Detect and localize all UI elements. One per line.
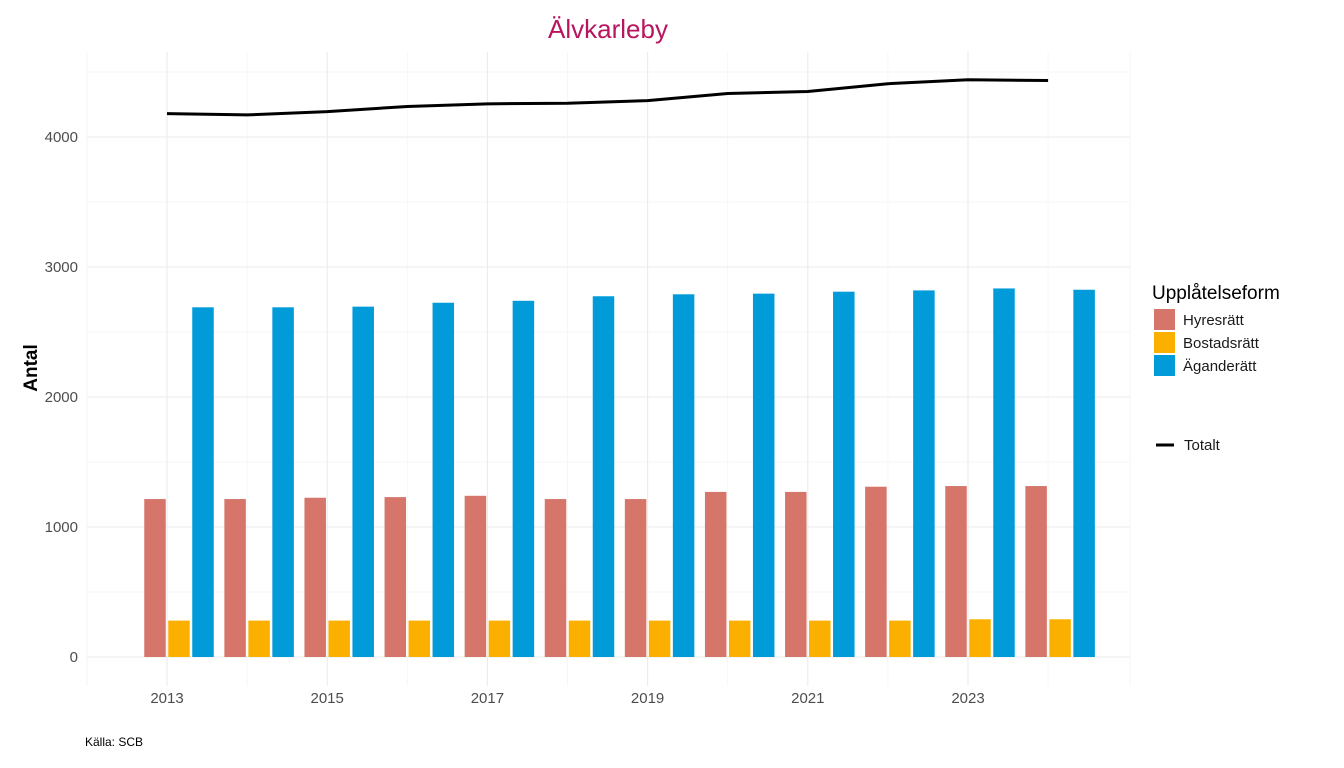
bar-bostadsrtt-2018 — [568, 620, 591, 657]
bar-gandertt-2014 — [272, 307, 294, 657]
legend-items: Hyresrätt Bostadsrätt Äganderätt — [1154, 309, 1260, 376]
legend-label: Hyresrätt — [1183, 312, 1245, 329]
legend-label: Äganderätt — [1183, 358, 1257, 375]
y-tick-label: 1000 — [45, 519, 78, 536]
bar-hyresrtt-2020 — [704, 491, 727, 657]
bar-bostadsrtt-2017 — [488, 620, 511, 657]
y-tick-label: 2000 — [45, 389, 78, 406]
bars — [144, 288, 1095, 657]
legend-swatch — [1154, 309, 1175, 330]
bar-bostadsrtt-2014 — [248, 620, 270, 657]
y-tick-label: 3000 — [45, 259, 78, 276]
y-tick-label: 0 — [70, 649, 78, 666]
bar-bostadsrtt-2022 — [889, 620, 911, 657]
bar-gandertt-2017 — [512, 300, 535, 657]
x-tick-label: 2015 — [311, 690, 344, 707]
chart-title: Älvkarleby — [548, 14, 668, 44]
x-axis-ticks: 2013 2015 2017 2019 2021 2023 — [150, 690, 984, 707]
bar-hyresrtt-2015 — [304, 497, 326, 657]
bar-gandertt-2024 — [1073, 289, 1095, 657]
x-tick-label: 2017 — [471, 690, 504, 707]
bar-hyresrtt-2016 — [384, 497, 407, 657]
bar-bostadsrtt-2020 — [728, 620, 751, 657]
bar-gandertt-2022 — [913, 290, 935, 657]
legend-line-label: Totalt — [1184, 437, 1221, 454]
legend-label: Bostadsrätt — [1183, 335, 1260, 352]
bar-gandertt-2015 — [352, 306, 374, 657]
bar-bostadsrtt-2016 — [408, 620, 431, 657]
y-axis-label: Antal — [21, 344, 42, 392]
bar-hyresrtt-2019 — [624, 499, 647, 657]
bar-bostadsrtt-2013 — [168, 620, 190, 657]
bar-hyresrtt-2017 — [464, 495, 487, 657]
legend: Upplåtelseform Hyresrätt Bostadsrätt Ägand… — [1152, 283, 1280, 454]
bar-hyresrtt-2024 — [1025, 486, 1047, 657]
bar-hyresrtt-2021 — [785, 491, 807, 657]
legend-title: Upplåtelseform — [1152, 283, 1280, 304]
y-tick-label: 4000 — [45, 129, 78, 146]
total-line — [166, 78, 1049, 117]
bar-hyresrtt-2018 — [544, 499, 567, 657]
bar-bostadsrtt-2023 — [969, 619, 991, 657]
x-tick-label: 2019 — [631, 690, 664, 707]
y-axis-ticks: 0 1000 2000 3000 4000 — [45, 129, 78, 666]
x-tick-label: 2013 — [150, 690, 183, 707]
x-tick-label: 2023 — [951, 690, 984, 707]
bar-hyresrtt-2023 — [945, 486, 967, 657]
legend-swatch — [1154, 355, 1175, 376]
caption: Källa: SCB — [85, 735, 143, 749]
bar-gandertt-2020 — [752, 293, 775, 657]
bar-gandertt-2021 — [833, 291, 855, 657]
bar-hyresrtt-2022 — [865, 486, 887, 657]
bar-gandertt-2013 — [192, 307, 214, 657]
bar-bostadsrtt-2015 — [328, 620, 350, 657]
bar-bostadsrtt-2024 — [1049, 619, 1071, 657]
bar-bostadsrtt-2021 — [809, 620, 831, 657]
bar-hyresrtt-2013 — [144, 499, 166, 657]
legend-swatch — [1154, 332, 1175, 353]
series-line-totalt — [166, 78, 1049, 117]
bar-gandertt-2019 — [672, 294, 695, 657]
bar-hyresrtt-2014 — [224, 499, 246, 657]
bar-bostadsrtt-2019 — [648, 620, 671, 657]
bar-gandertt-2016 — [432, 302, 455, 657]
bar-gandertt-2018 — [592, 296, 615, 657]
bar-gandertt-2023 — [993, 288, 1015, 657]
x-tick-label: 2021 — [791, 690, 824, 707]
